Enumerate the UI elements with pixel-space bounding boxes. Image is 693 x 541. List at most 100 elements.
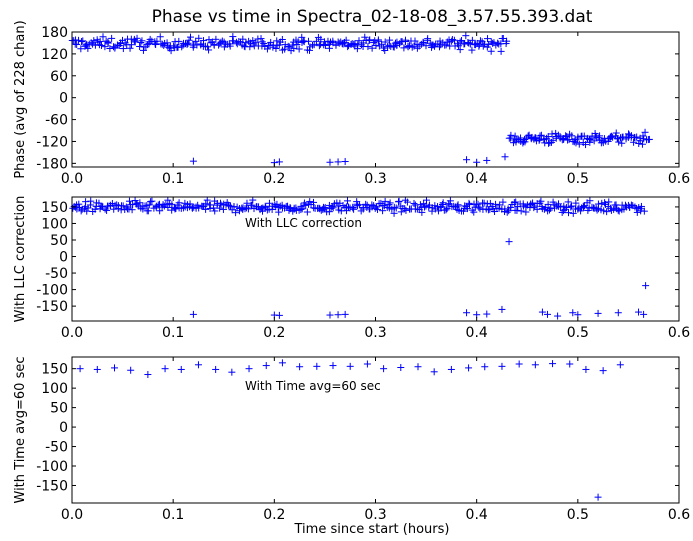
data-point [533, 205, 541, 213]
data-point [133, 34, 141, 42]
data-point [353, 45, 361, 53]
data-point [239, 35, 247, 43]
data-point [361, 33, 369, 41]
y-axis-label: With Time avg=60 sec [13, 357, 28, 504]
data-points [76, 359, 624, 501]
data-point [371, 37, 379, 45]
data-point [465, 199, 473, 207]
data-point [146, 35, 154, 43]
data-point [612, 201, 620, 209]
data-point [614, 135, 622, 143]
data-point [295, 206, 303, 214]
data-point [521, 136, 529, 144]
data-point [641, 128, 649, 136]
y-axis-label: Phase (avg of 228 chan) [13, 20, 28, 178]
data-point [380, 202, 388, 210]
data-point [466, 201, 474, 209]
data-point [164, 204, 172, 212]
data-point [121, 39, 129, 47]
data-point [362, 200, 370, 208]
data-point [574, 133, 582, 141]
y-tick-label: 50 [50, 401, 68, 417]
y-tick-label: -50 [45, 266, 68, 282]
data-point [119, 45, 127, 53]
data-point [603, 208, 611, 216]
data-point [418, 208, 426, 216]
data-point [640, 310, 648, 318]
data-point [397, 364, 405, 372]
data-point [99, 33, 107, 41]
data-point [414, 363, 422, 371]
data-point [439, 200, 447, 208]
data-point [586, 197, 594, 205]
data-point [136, 199, 144, 207]
data-point [492, 200, 500, 208]
y-tick-label: 50 [50, 233, 68, 249]
data-point [89, 40, 97, 48]
data-point [422, 196, 430, 204]
data-point [543, 310, 551, 318]
data-point [567, 202, 575, 210]
data-point [204, 43, 212, 51]
data-point [229, 37, 237, 45]
phase-panel: 0.0 0.1 0.2 0.3 0.4 0.5 0.6 180 120 60 0 -60 -120 -18… [13, 20, 690, 187]
data-point [601, 199, 609, 207]
data-point [374, 36, 382, 44]
data-point [216, 199, 224, 207]
data-point [93, 365, 101, 373]
data-point [306, 198, 314, 206]
data-point [144, 371, 152, 379]
x-tick-label: 0.2 [263, 325, 285, 341]
data-point [385, 201, 393, 209]
data-point [321, 41, 329, 49]
data-point [156, 33, 164, 41]
data-point [91, 205, 99, 213]
x-tick-label: 0.1 [162, 507, 184, 523]
x-tick-label: 0.1 [162, 171, 184, 187]
data-point [78, 37, 86, 45]
data-point [397, 208, 405, 216]
data-point [618, 139, 626, 147]
data-point [614, 206, 622, 214]
data-point [368, 44, 376, 52]
data-point [447, 365, 455, 373]
data-point [507, 203, 515, 211]
data-point [404, 42, 412, 50]
data-point [468, 36, 476, 44]
y-tick-label: 0 [59, 250, 68, 266]
data-point [275, 311, 283, 319]
data-point [212, 35, 220, 43]
data-point [543, 134, 551, 142]
data-point [312, 37, 320, 45]
data-point [468, 46, 476, 54]
data-point [284, 42, 292, 50]
data-point [599, 367, 607, 375]
data-point [498, 362, 506, 370]
data-point [325, 208, 333, 216]
y-tick-label: 0 [59, 420, 68, 436]
data-point [303, 208, 311, 216]
y-tick-label: 100 [41, 216, 68, 232]
data-point [609, 133, 617, 141]
data-point [355, 201, 363, 209]
data-point [465, 364, 473, 372]
data-point [350, 205, 358, 213]
data-point [561, 205, 569, 213]
data-point [633, 208, 641, 216]
data-point [219, 205, 227, 213]
data-point [614, 309, 622, 317]
data-point [281, 41, 289, 49]
data-point [184, 39, 192, 47]
x-tick-label: 0.4 [466, 171, 488, 187]
data-point [374, 205, 382, 213]
data-point [400, 44, 408, 52]
data-point [320, 38, 328, 46]
data-point [548, 130, 556, 138]
data-point [366, 36, 374, 44]
x-tick-label: 0.2 [263, 171, 285, 187]
x-tick-label: 0.0 [61, 507, 83, 523]
data-point [497, 47, 505, 55]
data-point [604, 137, 612, 145]
data-point [195, 34, 203, 42]
data-point [483, 156, 491, 164]
